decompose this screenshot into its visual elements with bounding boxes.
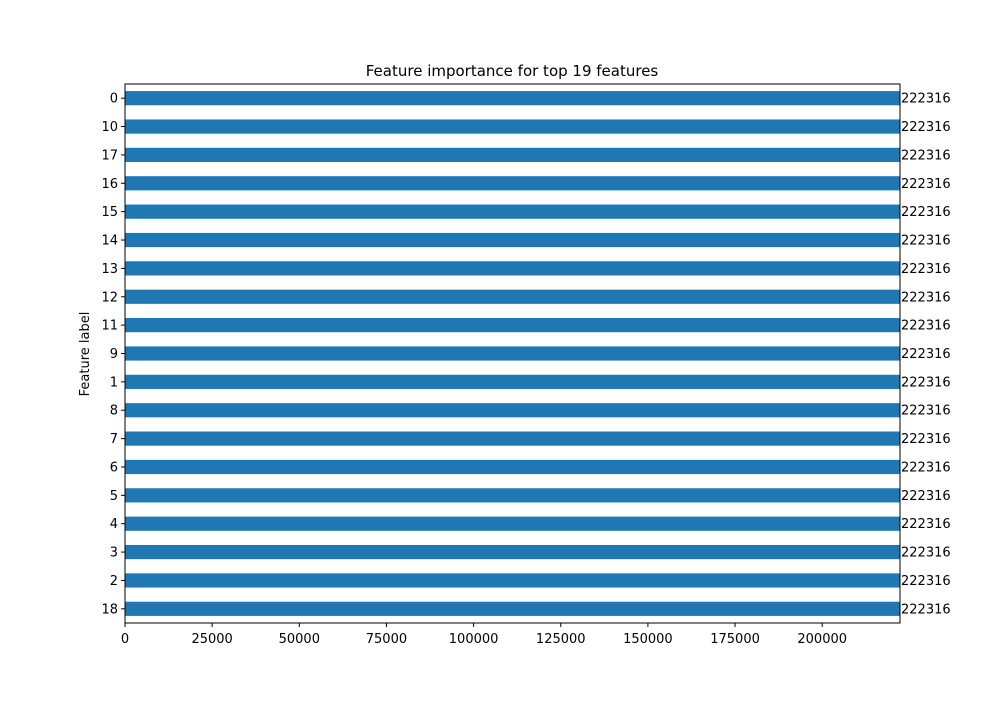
bar-14 — [125, 232, 900, 248]
y-tick-label-17: 17 — [101, 148, 118, 163]
bar-2 — [125, 573, 900, 588]
data-label-8: 222316 — [901, 404, 951, 419]
bar-18 — [125, 601, 900, 616]
data-label-18: 222316 — [901, 602, 951, 617]
y-tick-label-12: 12 — [101, 290, 118, 305]
x-tick-label-0: 0 — [121, 632, 129, 647]
data-label-12: 222316 — [901, 290, 951, 305]
data-label-13: 222316 — [901, 262, 951, 277]
bar-5 — [125, 488, 900, 503]
data-label-3: 222316 — [901, 546, 951, 561]
bar-12 — [125, 289, 900, 304]
bar-17 — [125, 147, 900, 163]
bar-9 — [125, 346, 900, 361]
bar-15 — [125, 204, 900, 219]
y-tick-label-11: 11 — [101, 319, 118, 334]
data-label-17: 222316 — [901, 148, 951, 163]
bars-layer — [125, 91, 900, 616]
y-tick-label-15: 15 — [101, 205, 118, 220]
data-label-2: 222316 — [901, 574, 951, 589]
bar-8 — [125, 403, 900, 418]
y-tick-label-0: 0 — [110, 92, 118, 107]
data-label-11: 222316 — [901, 319, 951, 334]
y-tick-label-2: 2 — [110, 574, 118, 589]
y-tick-label-9: 9 — [110, 347, 118, 362]
x-tick-label-100000: 100000 — [449, 632, 499, 647]
x-tick-label-200000: 200000 — [797, 632, 847, 647]
data-label-16: 222316 — [901, 177, 951, 192]
y-tick-label-8: 8 — [110, 404, 118, 419]
bar-6 — [125, 459, 900, 475]
y-tick-label-13: 13 — [101, 262, 118, 277]
bar-1 — [125, 374, 900, 389]
y-tick-label-4: 4 — [110, 517, 118, 532]
bar-7 — [125, 431, 900, 446]
chart-title: Feature importance for top 19 features — [366, 62, 659, 80]
bar-10 — [125, 119, 900, 134]
y-tick-label-16: 16 — [101, 177, 118, 192]
y-tick-label-1: 1 — [110, 375, 118, 390]
bar-13 — [125, 261, 900, 276]
bar-3 — [125, 544, 900, 560]
data-label-7: 222316 — [901, 432, 951, 447]
x-tick-label-75000: 75000 — [366, 632, 407, 647]
bar-0 — [125, 91, 900, 106]
x-tick-label-25000: 25000 — [191, 632, 232, 647]
data-label-4: 222316 — [901, 517, 951, 532]
x-tick-label-125000: 125000 — [536, 632, 586, 647]
data-label-1: 222316 — [901, 375, 951, 390]
plot-frame — [124, 83, 901, 624]
data-labels-layer: 222316 222316 222316 222316 222316 222316 2223… — [901, 92, 951, 618]
data-label-10: 222316 — [901, 120, 951, 135]
y-axis-label: Feature label — [78, 312, 93, 397]
data-label-15: 222316 — [901, 205, 951, 220]
y-tick-label-5: 5 — [110, 489, 118, 504]
y-tick-label-6: 6 — [110, 460, 118, 475]
data-label-6: 222316 — [901, 460, 951, 475]
data-label-0: 222316 — [901, 92, 951, 107]
y-tick-label-7: 7 — [110, 432, 118, 447]
bar-11 — [125, 318, 900, 333]
data-label-9: 222316 — [901, 347, 951, 362]
x-tick-label-50000: 50000 — [279, 632, 320, 647]
y-tick-label-14: 14 — [101, 234, 118, 249]
bar-16 — [125, 176, 900, 191]
y-tick-label-10: 10 — [101, 120, 118, 135]
y-tick-label-3: 3 — [110, 546, 118, 561]
x-tick-label-150000: 150000 — [623, 632, 673, 647]
data-label-5: 222316 — [901, 489, 951, 504]
y-tick-label-18: 18 — [101, 602, 118, 617]
x-tick-label-175000: 175000 — [710, 632, 760, 647]
bar-4 — [125, 516, 900, 531]
data-label-14: 222316 — [901, 234, 951, 249]
